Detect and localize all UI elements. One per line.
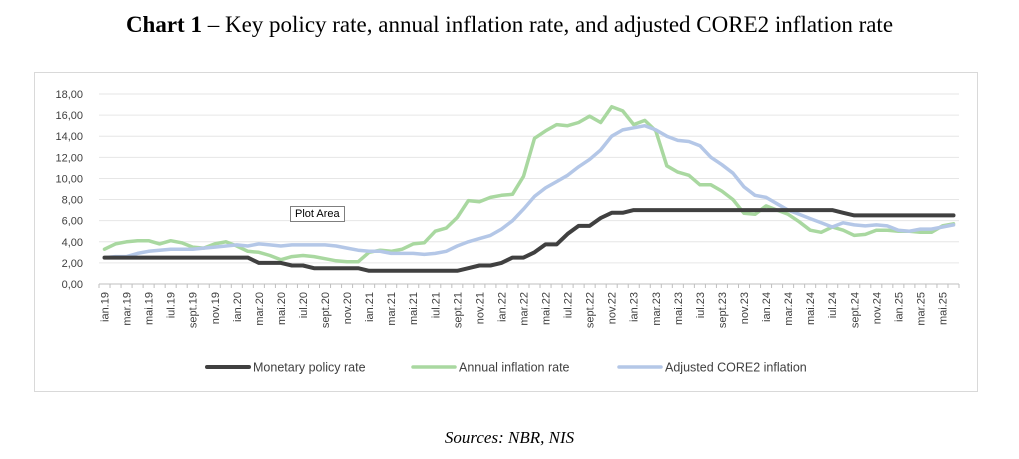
x-tick-label: sept.23 — [717, 292, 729, 328]
x-tick-label: mar.23 — [651, 292, 663, 326]
series-line-adjusted-core2-inflation[interactable] — [102, 123, 956, 260]
series-lines — [102, 104, 956, 273]
chart-source: Sources: NBR, NIS — [444, 428, 575, 447]
x-tick-label: mar.20 — [254, 292, 266, 326]
plot-area-tooltip: Plot Area — [290, 206, 345, 222]
x-tick-label: nov.22 — [607, 292, 619, 324]
chart-title-rest: – Key policy rate, annual inflation rate… — [201, 12, 894, 37]
y-tick-label: 2,00 — [62, 258, 83, 270]
chart-svg: 0,00 2,00 4,00 6,00 8,00 10,00 12,00 14,00 16,00… — [55, 89, 960, 375]
x-tick-label: mai.25 — [937, 292, 949, 325]
x-tick-label: ian.19 — [100, 292, 112, 322]
y-tick-label: 4,00 — [62, 237, 83, 249]
x-tick-label: ian.20 — [232, 292, 244, 322]
y-tick-label: 10,00 — [55, 173, 83, 185]
y-axis-ticks: 0,00 2,00 4,00 6,00 8,00 10,00 12,00 14,00 16,00… — [55, 89, 83, 291]
x-tick-label: iul.20 — [298, 292, 310, 318]
x-tick-label: iul.21 — [430, 292, 442, 318]
series-line-monetary-policy-rate[interactable] — [102, 208, 956, 273]
x-tick-label: ian.21 — [364, 292, 376, 322]
x-tick-label: nov.19 — [210, 292, 222, 324]
x-tick-label: mar.22 — [518, 292, 530, 326]
x-tick-label: ian.23 — [629, 292, 641, 322]
x-tick-label: mar.19 — [122, 292, 134, 326]
x-tick-label: mar.24 — [783, 292, 795, 326]
x-tick-label: iul.23 — [695, 292, 707, 318]
legend-label: Adjusted CORE2 inflation — [665, 361, 807, 375]
y-tick-label: 8,00 — [62, 195, 83, 207]
y-tick-label: 0,00 — [62, 279, 83, 291]
x-tick-label: mar.21 — [386, 292, 398, 326]
x-tick-label: mai.23 — [673, 292, 685, 325]
x-tick-label: mai.22 — [541, 292, 553, 325]
chart-area[interactable]: 0,00 2,00 4,00 6,00 8,00 10,00 12,00 14,00 16,00… — [34, 72, 978, 392]
y-tick-label: 12,00 — [55, 152, 83, 164]
y-tick-label: 18,00 — [55, 89, 83, 101]
x-tick-label: mai.21 — [408, 292, 420, 325]
x-tick-label: sept.19 — [188, 292, 200, 328]
chart-title: Chart 1 – Key policy rate, annual inflat… — [0, 12, 1019, 38]
y-tick-label: 16,00 — [55, 110, 83, 122]
gridlines — [99, 93, 959, 285]
x-tick-label: iul.24 — [827, 292, 839, 318]
series-line-annual-inflation-rate[interactable] — [102, 104, 956, 264]
x-tick-label: ian.22 — [496, 292, 508, 322]
x-tick-label: sept.24 — [849, 292, 861, 328]
x-tick-label: mai.20 — [276, 292, 288, 325]
legend-label: Monetary policy rate — [253, 361, 366, 375]
x-tick-label: iul.19 — [166, 292, 178, 318]
x-tick-label: mar.25 — [915, 292, 927, 326]
legend[interactable]: Monetary policy rate Annual inflation rat… — [205, 361, 807, 375]
x-tick-label: ian.25 — [893, 292, 905, 322]
x-tick-label: nov.21 — [474, 292, 486, 324]
x-tick-label: nov.23 — [739, 292, 751, 324]
x-axis-ticks: ian.19 mar.19 mai.19 iul.19 sept.19 nov.19 ian… — [98, 284, 960, 328]
x-tick-label: sept.22 — [585, 292, 597, 328]
x-tick-label: ian.24 — [761, 292, 773, 322]
x-tick-label: nov.24 — [871, 292, 883, 324]
legend-label: Annual inflation rate — [459, 361, 570, 375]
y-tick-label: 14,00 — [55, 131, 83, 143]
y-tick-label: 6,00 — [62, 216, 83, 228]
x-tick-label: sept.21 — [452, 292, 464, 328]
chart-title-bold: Chart 1 — [125, 12, 202, 37]
x-tick-label: mai.24 — [805, 292, 817, 325]
x-tick-label: mai.19 — [144, 292, 156, 325]
x-tick-label: sept.20 — [320, 292, 332, 328]
x-tick-label: nov.20 — [342, 292, 354, 324]
x-tick-label: iul.22 — [563, 292, 575, 318]
